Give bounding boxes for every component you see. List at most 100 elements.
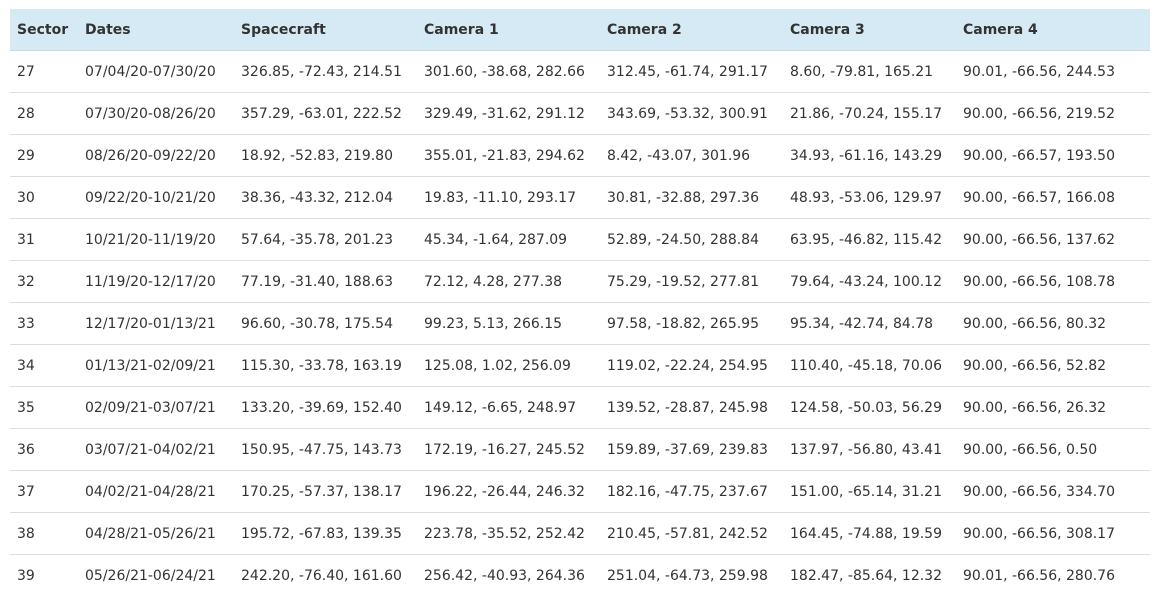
cell-camera-2: 119.02, -22.24, 254.95 (600, 344, 783, 387)
cell-camera-4: 90.00, -66.56, 108.78 (956, 260, 1150, 303)
cell-camera-1: 19.83, -11.10, 293.17 (417, 176, 600, 219)
cell-camera-1: 149.12, -6.65, 248.97 (417, 386, 600, 429)
cell-sector: 28 (10, 92, 78, 135)
cell-spacecraft: 242.20, -76.40, 161.60 (241, 567, 402, 584)
cell-camera-1: 99.23, 5.13, 266.15 (417, 302, 600, 345)
table-row: 36 03/07/21-04/02/21 150.95, -47.75, 143.7… (10, 428, 1150, 471)
cell-camera-3: 34.93, -61.16, 143.29 (783, 134, 956, 177)
cell-camera-4: 90.01, -66.56, 280.76 (963, 567, 1115, 584)
cell-camera-3: 137.97, -56.80, 43.41 (783, 428, 956, 471)
cell-dates: 10/21/20-11/19/20 (78, 218, 234, 261)
cell-spacecraft: 133.20, -39.69, 152.40 (234, 386, 417, 429)
cell-spacecraft: 38.36, -43.32, 212.04 (234, 176, 417, 219)
cell-camera-1: 301.60, -38.68, 282.66 (417, 50, 600, 93)
cell-spacecraft: 170.25, -57.37, 138.17 (234, 470, 417, 513)
cell-dates: 03/07/21-04/02/21 (78, 428, 234, 471)
cell-camera-2: 52.89, -24.50, 288.84 (600, 218, 783, 261)
column-header-camera-2: Camera 2 (600, 9, 783, 51)
cell-camera-3: 48.93, -53.06, 129.97 (783, 176, 956, 219)
cell-camera-1: 125.08, 1.02, 256.09 (417, 344, 600, 387)
cell-spacecraft: 77.19, -31.40, 188.63 (234, 260, 417, 303)
cell-dates: 05/26/21-06/24/21 (85, 567, 216, 584)
cell-sector: 39 (17, 567, 35, 584)
cell-spacecraft: 195.72, -67.83, 139.35 (234, 512, 417, 555)
table-row: 39 05/26/21-06/24/21 242.20, -76.40, 161.6… (10, 555, 1150, 597)
cell-sector: 37 (10, 470, 78, 513)
table-row: 27 07/04/20-07/30/20 326.85, -72.43, 214.5… (10, 50, 1150, 93)
cell-sector: 38 (10, 512, 78, 555)
cell-dates: 07/30/20-08/26/20 (78, 92, 234, 135)
table-row: 32 11/19/20-12/17/20 77.19, -31.40, 188.63… (10, 260, 1150, 303)
cell-spacecraft: 57.64, -35.78, 201.23 (234, 218, 417, 261)
cell-camera-4: 90.00, -66.56, 26.32 (956, 386, 1150, 429)
cell-camera-4: 90.00, -66.57, 166.08 (956, 176, 1150, 219)
cell-camera-3: 95.34, -42.74, 84.78 (783, 302, 956, 345)
cell-camera-3: 63.95, -46.82, 115.42 (783, 218, 956, 261)
sector-pointing-table: Sector Dates Spacecraft Camera 1 Camera … (10, 9, 1150, 596)
cell-camera-4: 90.00, -66.57, 193.50 (956, 134, 1150, 177)
column-header-camera-3: Camera 3 (783, 9, 956, 51)
cell-sector: 27 (10, 50, 78, 93)
cell-sector: 36 (10, 428, 78, 471)
cell-camera-3: 182.47, -85.64, 12.32 (790, 567, 942, 584)
table-row: 35 02/09/21-03/07/21 133.20, -39.69, 152.4… (10, 386, 1150, 429)
cell-camera-3: 110.40, -45.18, 70.06 (783, 344, 956, 387)
table-row: 33 12/17/20-01/13/21 96.60, -30.78, 175.54… (10, 302, 1150, 345)
cell-sector: 32 (10, 260, 78, 303)
cell-spacecraft: 326.85, -72.43, 214.51 (234, 50, 417, 93)
table-row: 31 10/21/20-11/19/20 57.64, -35.78, 201.23… (10, 218, 1150, 261)
column-header-dates: Dates (78, 9, 234, 51)
cell-camera-4: 90.00, -66.56, 80.32 (956, 302, 1150, 345)
cell-spacecraft: 150.95, -47.75, 143.73 (234, 428, 417, 471)
table-row: 28 07/30/20-08/26/20 357.29, -63.01, 222.5… (10, 92, 1150, 135)
cell-spacecraft: 357.29, -63.01, 222.52 (234, 92, 417, 135)
cell-dates: 01/13/21-02/09/21 (78, 344, 234, 387)
cell-camera-4: 90.00, -66.56, 308.17 (956, 512, 1150, 555)
cell-camera-4: 90.00, -66.56, 334.70 (956, 470, 1150, 513)
cell-camera-1: 172.19, -16.27, 245.52 (417, 428, 600, 471)
cell-camera-3: 124.58, -50.03, 56.29 (783, 386, 956, 429)
cell-sector: 34 (10, 344, 78, 387)
cell-camera-1: 45.34, -1.64, 287.09 (417, 218, 600, 261)
cell-spacecraft: 115.30, -33.78, 163.19 (234, 344, 417, 387)
cell-camera-2: 139.52, -28.87, 245.98 (600, 386, 783, 429)
column-header-sector: Sector (10, 9, 78, 51)
cell-sector: 31 (10, 218, 78, 261)
cell-camera-2: 312.45, -61.74, 291.17 (600, 50, 783, 93)
cell-camera-1: 329.49, -31.62, 291.12 (417, 92, 600, 135)
cell-camera-2: 30.81, -32.88, 297.36 (600, 176, 783, 219)
cell-camera-2: 210.45, -57.81, 242.52 (600, 512, 783, 555)
cell-camera-1: 256.42, -40.93, 264.36 (424, 567, 585, 584)
cell-camera-3: 151.00, -65.14, 31.21 (783, 470, 956, 513)
cell-sector: 33 (10, 302, 78, 345)
column-header-spacecraft: Spacecraft (234, 9, 417, 51)
table-row: 30 09/22/20-10/21/20 38.36, -43.32, 212.04… (10, 176, 1150, 219)
cell-camera-2: 182.16, -47.75, 237.67 (600, 470, 783, 513)
cell-sector: 30 (10, 176, 78, 219)
table-row: 34 01/13/21-02/09/21 115.30, -33.78, 163.1… (10, 344, 1150, 387)
cell-camera-4: 90.00, -66.56, 137.62 (956, 218, 1150, 261)
cell-dates: 07/04/20-07/30/20 (78, 50, 234, 93)
cell-camera-3: 164.45, -74.88, 19.59 (783, 512, 956, 555)
cell-camera-1: 355.01, -21.83, 294.62 (417, 134, 600, 177)
cell-camera-2: 75.29, -19.52, 277.81 (600, 260, 783, 303)
cell-camera-2: 159.89, -37.69, 239.83 (600, 428, 783, 471)
cell-camera-4: 90.00, -66.56, 52.82 (956, 344, 1150, 387)
column-header-camera-1: Camera 1 (417, 9, 600, 51)
cell-camera-3: 79.64, -43.24, 100.12 (783, 260, 956, 303)
column-header-camera-4: Camera 4 (956, 9, 1150, 51)
sector-pointing-table-container: Sector Dates Spacecraft Camera 1 Camera … (10, 9, 1150, 596)
cell-sector: 29 (10, 134, 78, 177)
cell-camera-4: 90.00, -66.56, 219.52 (956, 92, 1150, 135)
table-row: 37 04/02/21-04/28/21 170.25, -57.37, 138.1… (10, 470, 1150, 513)
cell-camera-1: 72.12, 4.28, 277.38 (417, 260, 600, 303)
cell-dates: 04/02/21-04/28/21 (78, 470, 234, 513)
cell-camera-1: 223.78, -35.52, 252.42 (417, 512, 600, 555)
cell-camera-2: 8.42, -43.07, 301.96 (600, 134, 783, 177)
cell-camera-2: 97.58, -18.82, 265.95 (600, 302, 783, 345)
cell-camera-2: 251.04, -64.73, 259.98 (607, 567, 768, 584)
cell-camera-1: 196.22, -26.44, 246.32 (417, 470, 600, 513)
table-row: 38 04/28/21-05/26/21 195.72, -67.83, 139.3… (10, 512, 1150, 555)
cell-dates: 11/19/20-12/17/20 (78, 260, 234, 303)
cell-spacecraft: 18.92, -52.83, 219.80 (234, 134, 417, 177)
